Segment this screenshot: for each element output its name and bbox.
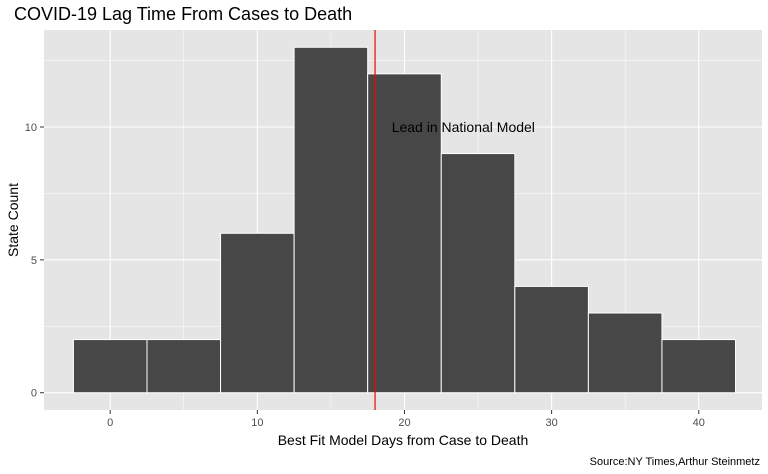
histogram-bar xyxy=(220,232,295,394)
x-tick-label: 40 xyxy=(693,417,705,429)
histogram-bar xyxy=(72,339,148,394)
y-tick-label: 5 xyxy=(31,255,37,267)
x-tick-label: 0 xyxy=(107,417,113,429)
histogram-bar xyxy=(146,339,222,394)
x-tick-label: 30 xyxy=(545,417,557,429)
histogram-bars xyxy=(72,46,737,394)
source-caption: Source:NY Times,Arthur Steinmetz xyxy=(589,456,760,468)
annotation-label: Lead in National Model xyxy=(392,119,535,135)
histogram-bar xyxy=(514,285,589,394)
y-tick-label: 10 xyxy=(25,122,37,134)
chart-title: COVID-19 Lag Time From Cases to Death xyxy=(14,4,353,24)
x-tick-label: 20 xyxy=(398,417,410,429)
y-axis-ticks: 0 5 10 xyxy=(25,122,44,400)
histogram-bar xyxy=(587,312,663,394)
y-axis-title: State Count xyxy=(5,183,21,257)
y-tick-label: 0 xyxy=(31,388,37,400)
x-axis-title: Best Fit Model Days from Case to Death xyxy=(278,432,529,448)
x-tick-label: 10 xyxy=(251,417,263,429)
histogram-bar xyxy=(440,153,516,394)
histogram-bar xyxy=(293,46,369,394)
histogram-bar xyxy=(661,339,737,394)
x-axis-ticks: 0 10 20 30 40 xyxy=(107,410,705,429)
histogram-bar xyxy=(367,73,442,394)
